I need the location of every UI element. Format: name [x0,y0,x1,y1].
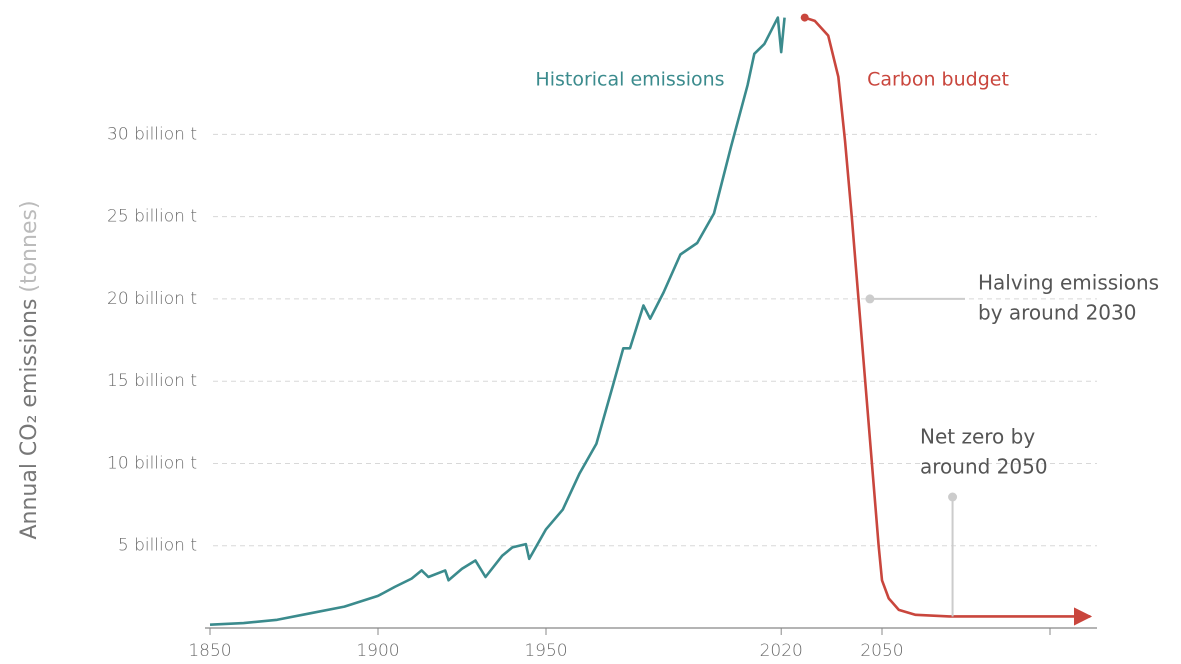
y-tick-label: 10 billion t [107,453,197,473]
x-tick-label: 2020 [760,641,803,661]
annotation-dot [948,492,958,502]
series-line [209,16,786,627]
annotation-text: around 2050 [920,455,1048,479]
x-tick-label: 1900 [356,641,399,661]
x-tick-label: 1950 [524,641,567,661]
y-tick-label: 5 billion t [118,536,197,556]
start-dot [800,13,809,22]
y-tick-label: 30 billion t [107,124,197,144]
annotation-text: Net zero by [920,425,1035,449]
x-tick-label: 1850 [188,641,231,661]
series-label: Carbon budget [867,69,1009,91]
y-label-unit: (tonnes) [17,200,42,292]
x-tick-label: 2050 [860,641,903,661]
annotation-text: Halving emissions [978,271,1159,295]
y-label-main: Annual CO₂ emissions [17,299,42,540]
y-axis-label: Annual CO₂ emissions (tonnes) [17,200,42,539]
series-line [804,16,1093,626]
annotation-text: by around 2030 [978,301,1136,325]
series-label: Historical emissions [535,69,724,91]
y-tick-label: 15 billion t [107,371,197,391]
y-tick-label: 25 billion t [107,207,197,227]
annotation-dot [865,294,875,304]
y-tick-label: 20 billion t [107,289,197,309]
